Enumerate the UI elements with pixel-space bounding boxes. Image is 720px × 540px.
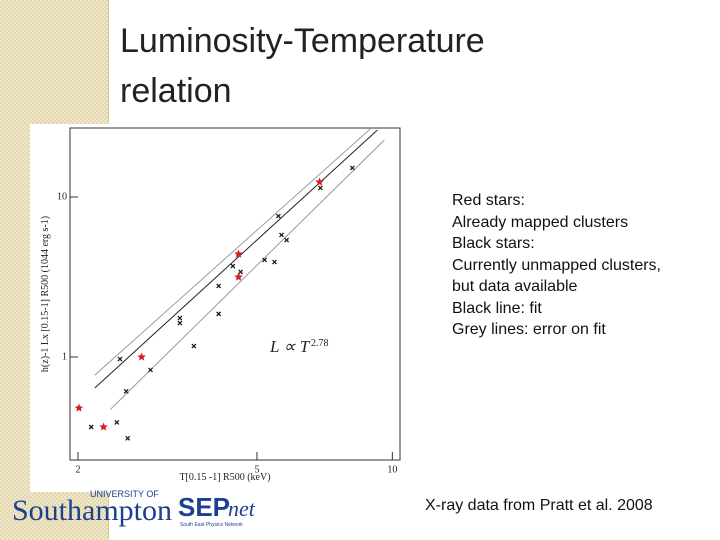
fit-line — [94, 127, 372, 376]
star-point — [74, 403, 84, 412]
star-point — [234, 272, 243, 281]
slide-title: Luminosity-Temperature — [120, 22, 485, 60]
cross-point — [284, 237, 290, 243]
cross-point — [114, 419, 120, 425]
cross-point — [125, 435, 131, 441]
cross-point — [123, 388, 129, 394]
x-tick-label: 10 — [387, 464, 397, 475]
cross-point — [275, 213, 281, 219]
cross-point — [191, 343, 197, 349]
star-point — [99, 422, 108, 431]
cross-point — [117, 356, 123, 362]
cross-point — [216, 311, 222, 317]
note: Currently unmapped clusters, — [452, 256, 661, 274]
logo-text: SEP — [178, 492, 230, 522]
note: Black line: fit — [452, 299, 542, 317]
cross-point — [317, 185, 323, 191]
note: Already mapped clusters — [452, 213, 629, 231]
logo-text: Southampton — [12, 494, 172, 527]
cross-point — [88, 424, 94, 430]
x-tick-label: 2 — [75, 464, 80, 475]
star-point — [234, 249, 243, 258]
note: Grey lines: error on fit — [452, 321, 606, 338]
note: Red stars: — [452, 192, 525, 209]
cross-point — [262, 257, 268, 263]
chart-background — [30, 124, 406, 492]
footer: X-ray data from Pratt et al. 2008 — [425, 497, 653, 514]
fit-line — [109, 139, 385, 410]
cross-point — [177, 315, 183, 321]
logo-text: UNIVERSITY OF — [90, 489, 159, 499]
star-point — [315, 177, 324, 186]
y-axis-label: h(z)-1 Lx [0.15-1] R500 (1044 erg s-1) — [40, 216, 51, 372]
annotation-exponent: 2.78 — [311, 338, 329, 349]
cross-point — [216, 283, 222, 289]
logo-text: South East Physics Network — [180, 522, 243, 528]
logo-text: net — [228, 496, 256, 521]
cross-point — [279, 232, 284, 238]
fit-line — [94, 129, 378, 389]
cross-point — [349, 165, 355, 171]
cross-point — [230, 263, 236, 269]
cross-point — [272, 259, 277, 265]
plot-frame — [69, 127, 401, 461]
note: but data available — [452, 278, 578, 295]
cross-point — [177, 320, 183, 326]
note: Black stars: — [452, 235, 535, 252]
x-tick-label: 5 — [254, 464, 259, 475]
slide-title: relation — [120, 72, 232, 110]
cross-point — [148, 367, 154, 373]
y-tick-label: 10 — [57, 191, 67, 202]
x-axis-label: T[0.15 -1] R500 (keV) — [179, 472, 270, 483]
y-tick-label: 1 — [62, 351, 67, 362]
annotation: L ∝ T — [269, 337, 311, 356]
cross-point — [238, 269, 244, 275]
notes: Red stars: Already mapped clusters Black… — [452, 190, 661, 341]
star-point — [137, 352, 146, 361]
